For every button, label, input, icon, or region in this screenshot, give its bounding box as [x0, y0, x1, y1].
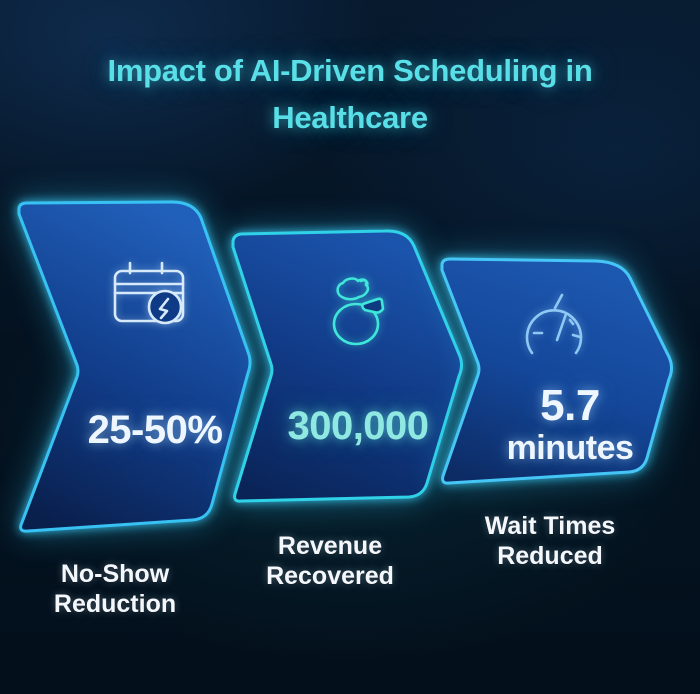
chevron-2 — [231, 229, 463, 503]
stat-value-wait-time-unit: minutes — [506, 429, 634, 467]
stat-value-wait-time-number: 5.7 — [540, 381, 600, 430]
chevron-1 — [17, 200, 252, 533]
stat-value-no-show: 25-50% — [87, 408, 223, 452]
speedometer-icon — [520, 292, 592, 356]
stat-label-no-show: No-Show Reduction — [53, 560, 177, 618]
stat-label-revenue: Revenue Recovered — [266, 532, 394, 590]
page-title-line1: Impact of AI-Driven Scheduling in — [107, 53, 593, 88]
calendar-bolt-icon — [110, 260, 188, 328]
stat-value-revenue: 300,000 — [287, 404, 429, 448]
chevron-3 — [440, 257, 673, 485]
stat-value-wait-time: 5.7 minutes — [470, 384, 670, 467]
money-bag-icon — [330, 276, 386, 348]
page-title-line2: Healthcare — [272, 99, 428, 135]
page-title: Impact of AI-Driven Scheduling in Health… — [35, 48, 665, 141]
stat-label-wait-time: Wait Times Reduced — [484, 512, 616, 570]
